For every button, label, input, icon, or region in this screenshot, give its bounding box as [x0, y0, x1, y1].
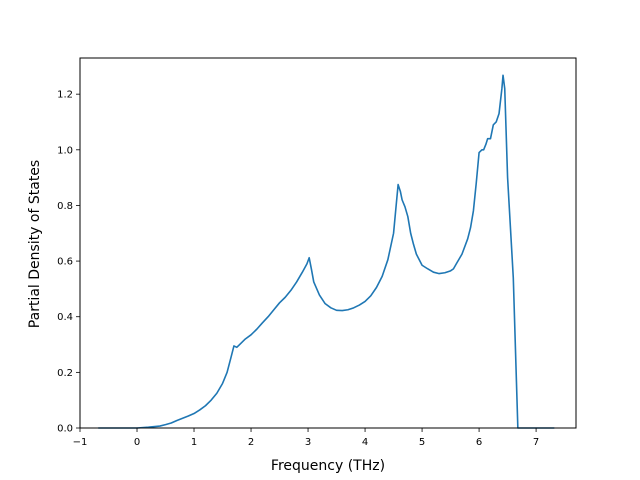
y-tick-label: 0.6 [57, 257, 73, 268]
x-tick-label: 6 [476, 437, 482, 448]
y-axis-label: Partial Density of States [27, 160, 43, 328]
y-tick-label: 1.2 [57, 90, 73, 101]
plot-area [98, 74, 555, 429]
y-tick-label: 0.8 [57, 201, 73, 212]
x-tick-label: 5 [419, 437, 425, 448]
y-tick-label: 0.0 [57, 424, 73, 435]
x-axis-label: Frequency (THz) [271, 458, 385, 474]
x-tick-label: 4 [362, 437, 368, 448]
x-tick-label: 3 [305, 437, 311, 448]
series-line-0 [98, 74, 555, 429]
x-tick-label: 7 [533, 437, 539, 448]
x-tick-label: 2 [248, 437, 254, 448]
x-tick-label: −1 [73, 437, 88, 448]
y-tick-label: 0.2 [57, 368, 73, 379]
y-axis-ticks: 0.0 0.2 0.4 0.6 0.8 1.0 1.2 [57, 90, 80, 435]
x-tick-label: 0 [134, 437, 140, 448]
x-tick-label: 1 [191, 437, 197, 448]
y-tick-label: 1.0 [57, 145, 73, 156]
axes-frame [79, 57, 577, 429]
x-axis-ticks: −1 0 1 2 3 4 5 6 7 [73, 428, 539, 448]
y-tick-label: 0.4 [57, 312, 73, 323]
